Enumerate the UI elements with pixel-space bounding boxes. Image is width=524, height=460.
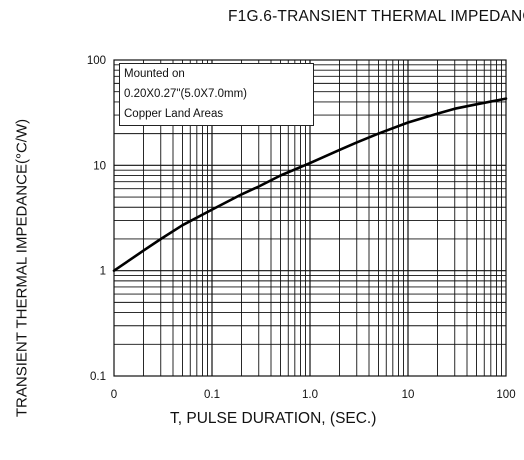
- x-tick-label: 0: [111, 389, 117, 401]
- y-tick-label: 100: [87, 55, 106, 67]
- x-axis-label: T, PULSE DURATION, (SEC.): [170, 410, 377, 427]
- y-axis-label: TRANSIENT THERMAL IMPEDANCE(°C/W): [13, 118, 31, 418]
- mounting-note-line: Copper Land Areas: [124, 108, 224, 120]
- impedance-curve: [112, 97, 508, 272]
- x-tick-label: 10: [402, 389, 415, 401]
- y-tick-label: 1: [100, 266, 106, 278]
- x-tick-label: 100: [496, 389, 515, 401]
- mounting-note: Mounted on 0.20X0.27"(5.0X7.0mm) Copper …: [119, 63, 314, 126]
- x-tick-label: 1.0: [302, 389, 318, 401]
- mounting-note-line: Mounted on: [124, 68, 185, 80]
- mounting-note-line: 0.20X0.27"(5.0X7.0mm): [124, 88, 247, 100]
- y-tick-label: 0.1: [90, 371, 106, 383]
- chart-title: F1G.6-TRANSIENT THERMAL IMPEDANCE: [228, 8, 524, 25]
- x-tick-label: 0.1: [204, 389, 220, 401]
- y-tick-label: 10: [93, 160, 106, 172]
